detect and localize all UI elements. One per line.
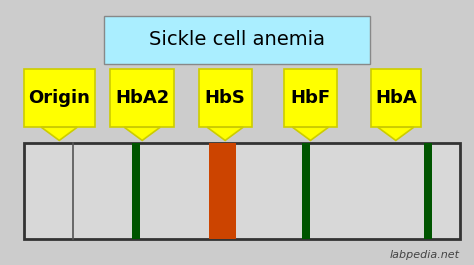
FancyBboxPatch shape	[24, 143, 460, 238]
Polygon shape	[124, 127, 160, 140]
Text: Origin: Origin	[28, 89, 90, 107]
Polygon shape	[378, 127, 414, 140]
Text: HbS: HbS	[205, 89, 246, 107]
FancyBboxPatch shape	[104, 16, 370, 64]
FancyBboxPatch shape	[132, 143, 140, 238]
FancyBboxPatch shape	[424, 143, 432, 238]
FancyBboxPatch shape	[284, 69, 337, 127]
FancyBboxPatch shape	[302, 143, 310, 238]
Polygon shape	[207, 127, 243, 140]
FancyBboxPatch shape	[24, 69, 95, 127]
Polygon shape	[292, 127, 328, 140]
Text: HbA: HbA	[375, 89, 417, 107]
FancyBboxPatch shape	[371, 69, 421, 127]
FancyBboxPatch shape	[209, 143, 236, 238]
Text: Sickle cell anemia: Sickle cell anemia	[149, 30, 325, 49]
FancyBboxPatch shape	[199, 69, 252, 127]
Text: HbF: HbF	[291, 89, 330, 107]
Text: HbA2: HbA2	[115, 89, 169, 107]
FancyBboxPatch shape	[110, 69, 174, 127]
Polygon shape	[41, 127, 77, 140]
Text: labpedia.net: labpedia.net	[390, 250, 460, 260]
